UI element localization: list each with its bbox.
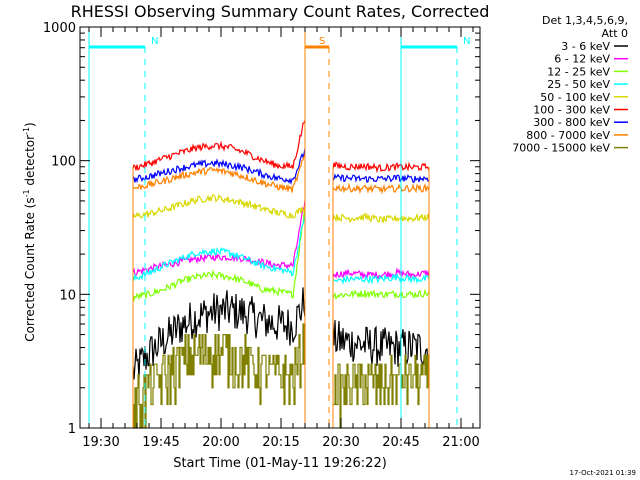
y-tick-label: 10 xyxy=(59,288,76,303)
legend-label: 800 - 7000 keV xyxy=(526,129,610,142)
y-tick-label: 1000 xyxy=(43,21,76,36)
legend-label: 25 - 50 keV xyxy=(547,78,610,91)
x-tick-label: 21:00 xyxy=(442,435,479,450)
x-tick-label: 20:45 xyxy=(382,435,419,450)
svg-text:Corrected Count Rate (s-1 dete: Corrected Count Rate (s-1 detector-1) xyxy=(22,122,37,341)
series-line xyxy=(332,173,430,183)
series-line xyxy=(132,287,306,380)
x-axis-label: Start Time (01-May-11 19:26:22) xyxy=(173,456,387,471)
y-axis-label: Corrected Count Rate (s-1 detector-1) xyxy=(22,122,37,341)
series-line xyxy=(132,155,306,193)
series-line xyxy=(332,320,430,367)
legend-label: 12 - 25 keV xyxy=(547,65,610,78)
series-line xyxy=(132,207,306,303)
series-line xyxy=(332,288,430,301)
series-line xyxy=(133,323,306,429)
series-line xyxy=(132,200,306,277)
x-tick-label: 19:45 xyxy=(142,435,179,450)
series-line xyxy=(332,182,430,195)
x-tick-label: 20:30 xyxy=(322,435,359,450)
series-line xyxy=(132,193,306,220)
marker-label: N xyxy=(151,36,158,47)
legend-label: 100 - 300 keV xyxy=(533,104,610,117)
legend-label: 7000 - 15000 keV xyxy=(512,142,610,155)
x-tick-label: 20:00 xyxy=(202,435,239,450)
legend-label: 50 - 100 keV xyxy=(540,91,610,104)
legend-label: 6 - 12 keV xyxy=(554,53,610,66)
footer-timestamp: 17-Oct-2021 01:39 xyxy=(570,469,636,477)
x-tick-label: 20:15 xyxy=(262,435,299,450)
marker-label: S xyxy=(319,36,325,47)
series-line xyxy=(332,272,430,286)
series-line xyxy=(132,148,306,186)
series-line xyxy=(132,120,306,171)
legend-header: Det 1,3,4,5,6,9, xyxy=(542,14,628,27)
series-line xyxy=(332,212,430,224)
legend-label: 300 - 800 keV xyxy=(533,116,610,129)
marker-label: N xyxy=(463,36,470,47)
x-tick-label: 19:30 xyxy=(82,435,119,450)
chart-title: RHESSI Observing Summary Count Rates, Co… xyxy=(71,2,490,21)
series-line xyxy=(333,354,430,429)
series-line xyxy=(132,214,306,282)
legend-header: Att 0 xyxy=(602,27,628,40)
legend-label: 3 - 6 keV xyxy=(561,40,610,53)
y-tick-label: 100 xyxy=(51,155,76,170)
series-line xyxy=(332,161,430,174)
y-tick-label: 1 xyxy=(68,422,76,437)
plot-frame xyxy=(79,26,481,429)
